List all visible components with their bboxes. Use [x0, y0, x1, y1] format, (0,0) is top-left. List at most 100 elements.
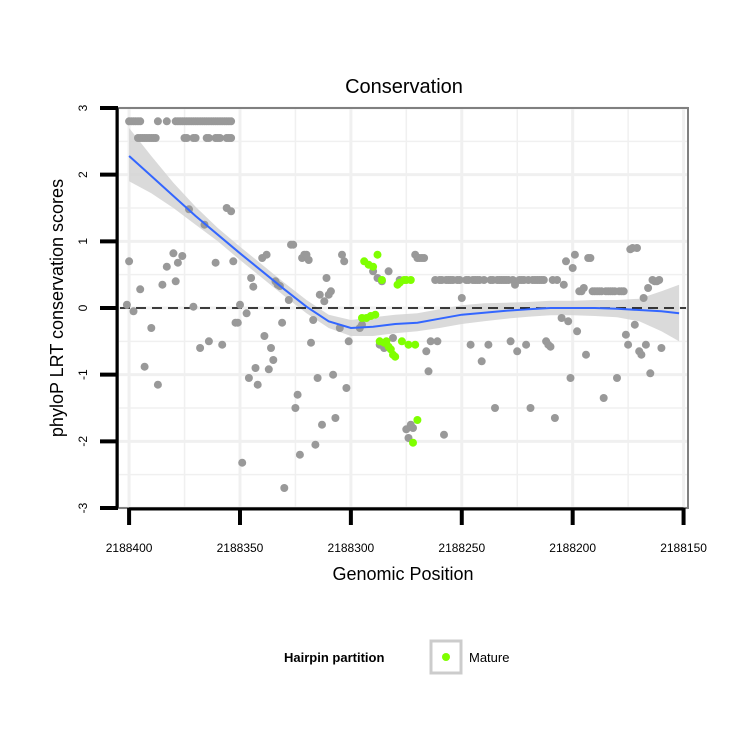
data-point-other: [557, 314, 566, 322]
data-point-other: [216, 134, 224, 142]
data-point-other: [169, 249, 178, 258]
data-point-other: [409, 424, 417, 432]
data-point-other: [480, 276, 488, 284]
data-point-other: [573, 327, 582, 336]
x-tick-label: 2188250: [438, 541, 485, 555]
legend-title: Hairpin partition: [284, 650, 384, 665]
data-point-other: [242, 309, 251, 318]
data-point-other: [477, 357, 486, 366]
data-point-other: [484, 340, 493, 349]
data-point-other: [344, 337, 353, 346]
data-point-other: [284, 296, 293, 304]
y-tick-label: 1: [76, 238, 90, 245]
data-point-other: [249, 282, 258, 291]
data-point-other: [140, 362, 149, 371]
data-point-mature: [406, 276, 415, 284]
data-point-other: [513, 347, 522, 356]
data-point-other: [553, 276, 562, 284]
data-point-other: [304, 256, 313, 264]
data-point-other: [422, 347, 431, 356]
data-point-other: [227, 207, 236, 216]
data-point-other: [253, 380, 262, 389]
data-point-other: [211, 258, 220, 267]
data-point-other: [621, 330, 630, 339]
data-point-other: [657, 344, 666, 352]
data-point-other: [331, 414, 340, 422]
data-point-other: [564, 317, 573, 326]
data-point-other: [522, 340, 531, 349]
x-axis-label: Genomic Position: [332, 564, 473, 584]
data-point-other: [173, 258, 182, 267]
data-point-other: [389, 334, 397, 342]
y-axis: 3 2 1 0 -1 -2 -3: [76, 104, 119, 513]
data-point-other: [586, 254, 595, 262]
y-tick-label: 3: [76, 104, 90, 111]
data-point-other: [639, 294, 648, 302]
data-point-other: [267, 344, 275, 352]
data-point-other: [264, 365, 273, 374]
x-tick-label: 2188350: [217, 541, 264, 555]
data-point-other: [630, 320, 639, 329]
data-point-other: [189, 302, 198, 311]
data-point-other: [236, 300, 244, 309]
data-point-other: [637, 350, 646, 359]
data-point-other: [227, 117, 236, 126]
data-point-mature: [391, 352, 400, 361]
data-point-other: [162, 117, 171, 126]
points-layer: [122, 117, 666, 492]
data-point-other: [260, 332, 269, 340]
data-point-other: [546, 342, 555, 351]
legend-key-mature-dot: [442, 653, 450, 661]
data-point-other: [646, 369, 655, 378]
data-point-other: [238, 458, 247, 467]
data-point-other: [579, 284, 588, 292]
x-tick-label: 2188150: [660, 541, 707, 555]
data-point-other: [247, 274, 256, 282]
data-point-other: [318, 420, 326, 429]
data-point-other: [204, 134, 213, 142]
data-point-other: [178, 252, 187, 260]
data-point-other: [313, 374, 322, 382]
data-point-other: [125, 257, 134, 266]
y-tick-label: 0: [76, 304, 90, 311]
data-point-other: [251, 364, 260, 372]
data-point-other: [293, 390, 302, 399]
data-point-mature: [371, 310, 380, 319]
legend-item-mature-label: Mature: [469, 650, 509, 665]
data-point-other: [329, 370, 338, 379]
data-point-other: [278, 318, 287, 327]
data-point-other: [539, 276, 548, 284]
data-point-other: [624, 340, 633, 349]
data-point-other: [233, 318, 242, 327]
data-point-other: [384, 267, 393, 276]
data-point-other: [506, 337, 515, 346]
data-point-other: [151, 134, 160, 142]
data-point-mature: [404, 340, 413, 349]
data-point-other: [457, 294, 466, 302]
data-point-other: [619, 287, 628, 296]
y-axis-label: phyloP LRT conservation scores: [47, 179, 67, 437]
data-point-other: [433, 337, 442, 346]
data-point-other: [322, 274, 331, 282]
data-point-other: [455, 276, 464, 284]
data-point-other: [309, 316, 318, 324]
data-point-other: [218, 340, 227, 349]
y-tick-label: -2: [76, 436, 90, 447]
smooth-line-layer: [128, 155, 680, 330]
data-point-other: [162, 262, 171, 271]
y-tick-label: -3: [76, 502, 90, 513]
data-point-other: [136, 117, 145, 126]
data-point-other: [295, 450, 304, 459]
data-point-other: [153, 117, 162, 126]
data-point-other: [153, 380, 162, 389]
data-point-other: [311, 440, 320, 449]
data-point-other: [191, 134, 200, 142]
y-tick-label: 2: [76, 171, 90, 178]
data-point-other: [280, 484, 289, 492]
data-point-other: [420, 254, 429, 262]
data-point-other: [269, 356, 278, 364]
data-point-mature: [397, 337, 406, 346]
data-point-other: [326, 287, 335, 296]
data-point-other: [340, 257, 349, 266]
data-point-other: [171, 277, 180, 286]
